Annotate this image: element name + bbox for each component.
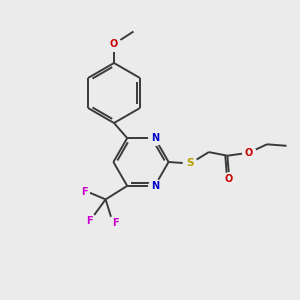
Text: O: O	[245, 148, 253, 158]
Text: N: N	[151, 133, 159, 143]
Text: F: F	[112, 218, 119, 228]
Text: S: S	[187, 158, 194, 169]
Text: O: O	[225, 174, 233, 184]
Text: N: N	[151, 181, 159, 191]
Text: F: F	[86, 216, 92, 226]
Text: F: F	[81, 187, 88, 196]
Text: O: O	[110, 39, 118, 49]
